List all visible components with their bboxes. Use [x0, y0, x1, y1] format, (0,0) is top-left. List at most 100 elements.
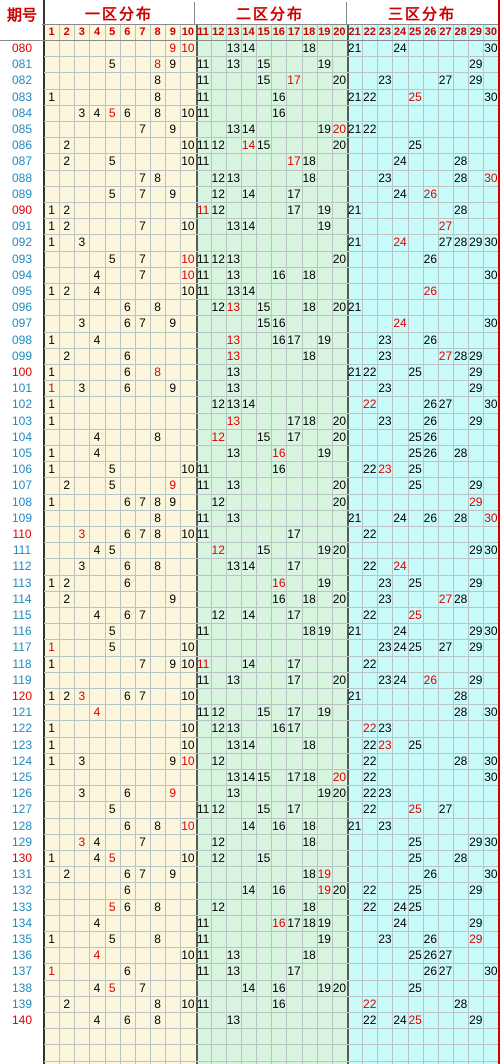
drawn-number: 19 — [317, 543, 331, 558]
drawn-number: 7 — [139, 494, 146, 509]
drawn-number: 8 — [154, 932, 161, 946]
drawn-number: 29 — [469, 543, 483, 558]
drawn-number: 12 — [211, 705, 225, 720]
number-header-1: 1 — [48, 26, 55, 38]
drawn-number: 13 — [226, 300, 241, 315]
drawn-number: 24 — [393, 186, 407, 201]
drawn-number: 13 — [226, 510, 241, 525]
drawn-number: 20 — [332, 122, 347, 136]
drawn-number: 17 — [287, 527, 301, 541]
drawn-number: 16 — [272, 721, 286, 736]
drawn-number: 13 — [226, 737, 241, 752]
drawn-number: 9 — [169, 656, 177, 671]
drawn-number: 18 — [302, 624, 316, 639]
drawn-number: 4 — [93, 980, 101, 995]
drawn-number: 4 — [93, 608, 101, 622]
column-line — [256, 24, 257, 1064]
drawn-number: 6 — [123, 365, 131, 379]
drawn-number: 28 — [453, 705, 468, 720]
drawn-number: 29 — [469, 381, 483, 396]
zone-background-3 — [347, 24, 499, 1064]
drawn-number: 30 — [484, 510, 498, 525]
drawn-number: 18 — [302, 591, 316, 606]
drawn-number: 29 — [469, 478, 483, 493]
drawn-number: 10 — [181, 640, 195, 655]
drawn-number: 5 — [108, 105, 116, 120]
drawn-number: 22 — [363, 786, 377, 801]
drawn-number: 22 — [363, 365, 377, 379]
drawn-number: 30 — [484, 753, 498, 768]
drawn-number: 14 — [241, 770, 256, 784]
drawn-number: 8 — [154, 559, 161, 574]
period-label: 138 — [11, 980, 33, 995]
drawn-number: 9 — [169, 186, 177, 201]
drawn-number: 22 — [363, 656, 377, 671]
period-label: 127 — [11, 802, 33, 817]
drawn-number: 11 — [196, 672, 210, 687]
drawn-number: 1 — [48, 932, 55, 946]
number-header-13: 13 — [227, 26, 240, 38]
number-header-12: 12 — [212, 26, 225, 38]
column-line — [180, 24, 181, 1064]
row-line — [44, 1044, 500, 1045]
drawn-number: 29 — [469, 235, 483, 250]
drawn-number: 8 — [154, 89, 161, 104]
drawn-number: 17 — [287, 672, 301, 687]
drawn-number: 28 — [453, 203, 468, 217]
column-line — [271, 24, 272, 1064]
row-line — [44, 575, 500, 576]
drawn-number: 5 — [108, 624, 116, 639]
drawn-number: 22 — [363, 397, 377, 412]
number-header-3: 3 — [78, 26, 85, 38]
drawn-number: 26 — [423, 186, 437, 201]
drawn-number: 17 — [287, 608, 301, 622]
row-line — [44, 915, 500, 916]
drawn-number: 9 — [169, 41, 177, 55]
drawn-number: 11 — [196, 57, 210, 72]
row-line — [44, 996, 500, 997]
drawn-number: 10 — [181, 284, 195, 298]
row-line — [44, 461, 500, 462]
drawn-number: 16 — [272, 446, 286, 460]
number-header-8: 8 — [154, 26, 161, 38]
drawn-number: 11 — [196, 705, 210, 720]
drawn-number: 2 — [63, 478, 71, 493]
drawn-number: 13 — [226, 348, 241, 363]
drawn-number: 24 — [393, 154, 407, 169]
drawn-number: 30 — [484, 834, 498, 849]
drawn-number: 20 — [332, 786, 347, 801]
column-line — [468, 24, 469, 1064]
column-line — [241, 24, 242, 1064]
number-header-24: 24 — [393, 26, 407, 38]
column-line — [438, 24, 439, 1064]
drawn-number: 18 — [302, 267, 316, 282]
drawn-number: 20 — [332, 591, 347, 606]
drawn-number: 3 — [78, 105, 86, 120]
drawn-number: 7 — [139, 656, 146, 671]
column-line — [317, 24, 318, 1064]
drawn-number: 22 — [363, 899, 377, 914]
drawn-number: 26 — [423, 932, 437, 946]
drawn-number: 1 — [48, 203, 55, 217]
period-label: 104 — [11, 429, 33, 444]
drawn-number: 30 — [484, 964, 498, 979]
drawn-number: 29 — [469, 1013, 483, 1027]
number-header-5: 5 — [109, 26, 116, 38]
row-line — [44, 947, 500, 948]
drawn-number: 11 — [196, 996, 210, 1011]
drawn-number: 25 — [408, 980, 422, 995]
drawn-number: 28 — [453, 154, 468, 169]
drawn-number: 11 — [196, 73, 210, 88]
drawn-number: 18 — [302, 300, 316, 315]
period-label: 097 — [11, 316, 33, 331]
drawn-number: 23 — [378, 932, 392, 946]
period-label: 103 — [11, 413, 33, 428]
drawn-number: 2 — [63, 203, 71, 217]
drawn-number: 30 — [484, 543, 498, 558]
drawn-number: 26 — [423, 510, 437, 525]
row-line — [44, 429, 500, 430]
drawn-number: 4 — [93, 834, 101, 849]
drawn-number: 13 — [226, 57, 241, 72]
period-label: 134 — [11, 915, 33, 930]
